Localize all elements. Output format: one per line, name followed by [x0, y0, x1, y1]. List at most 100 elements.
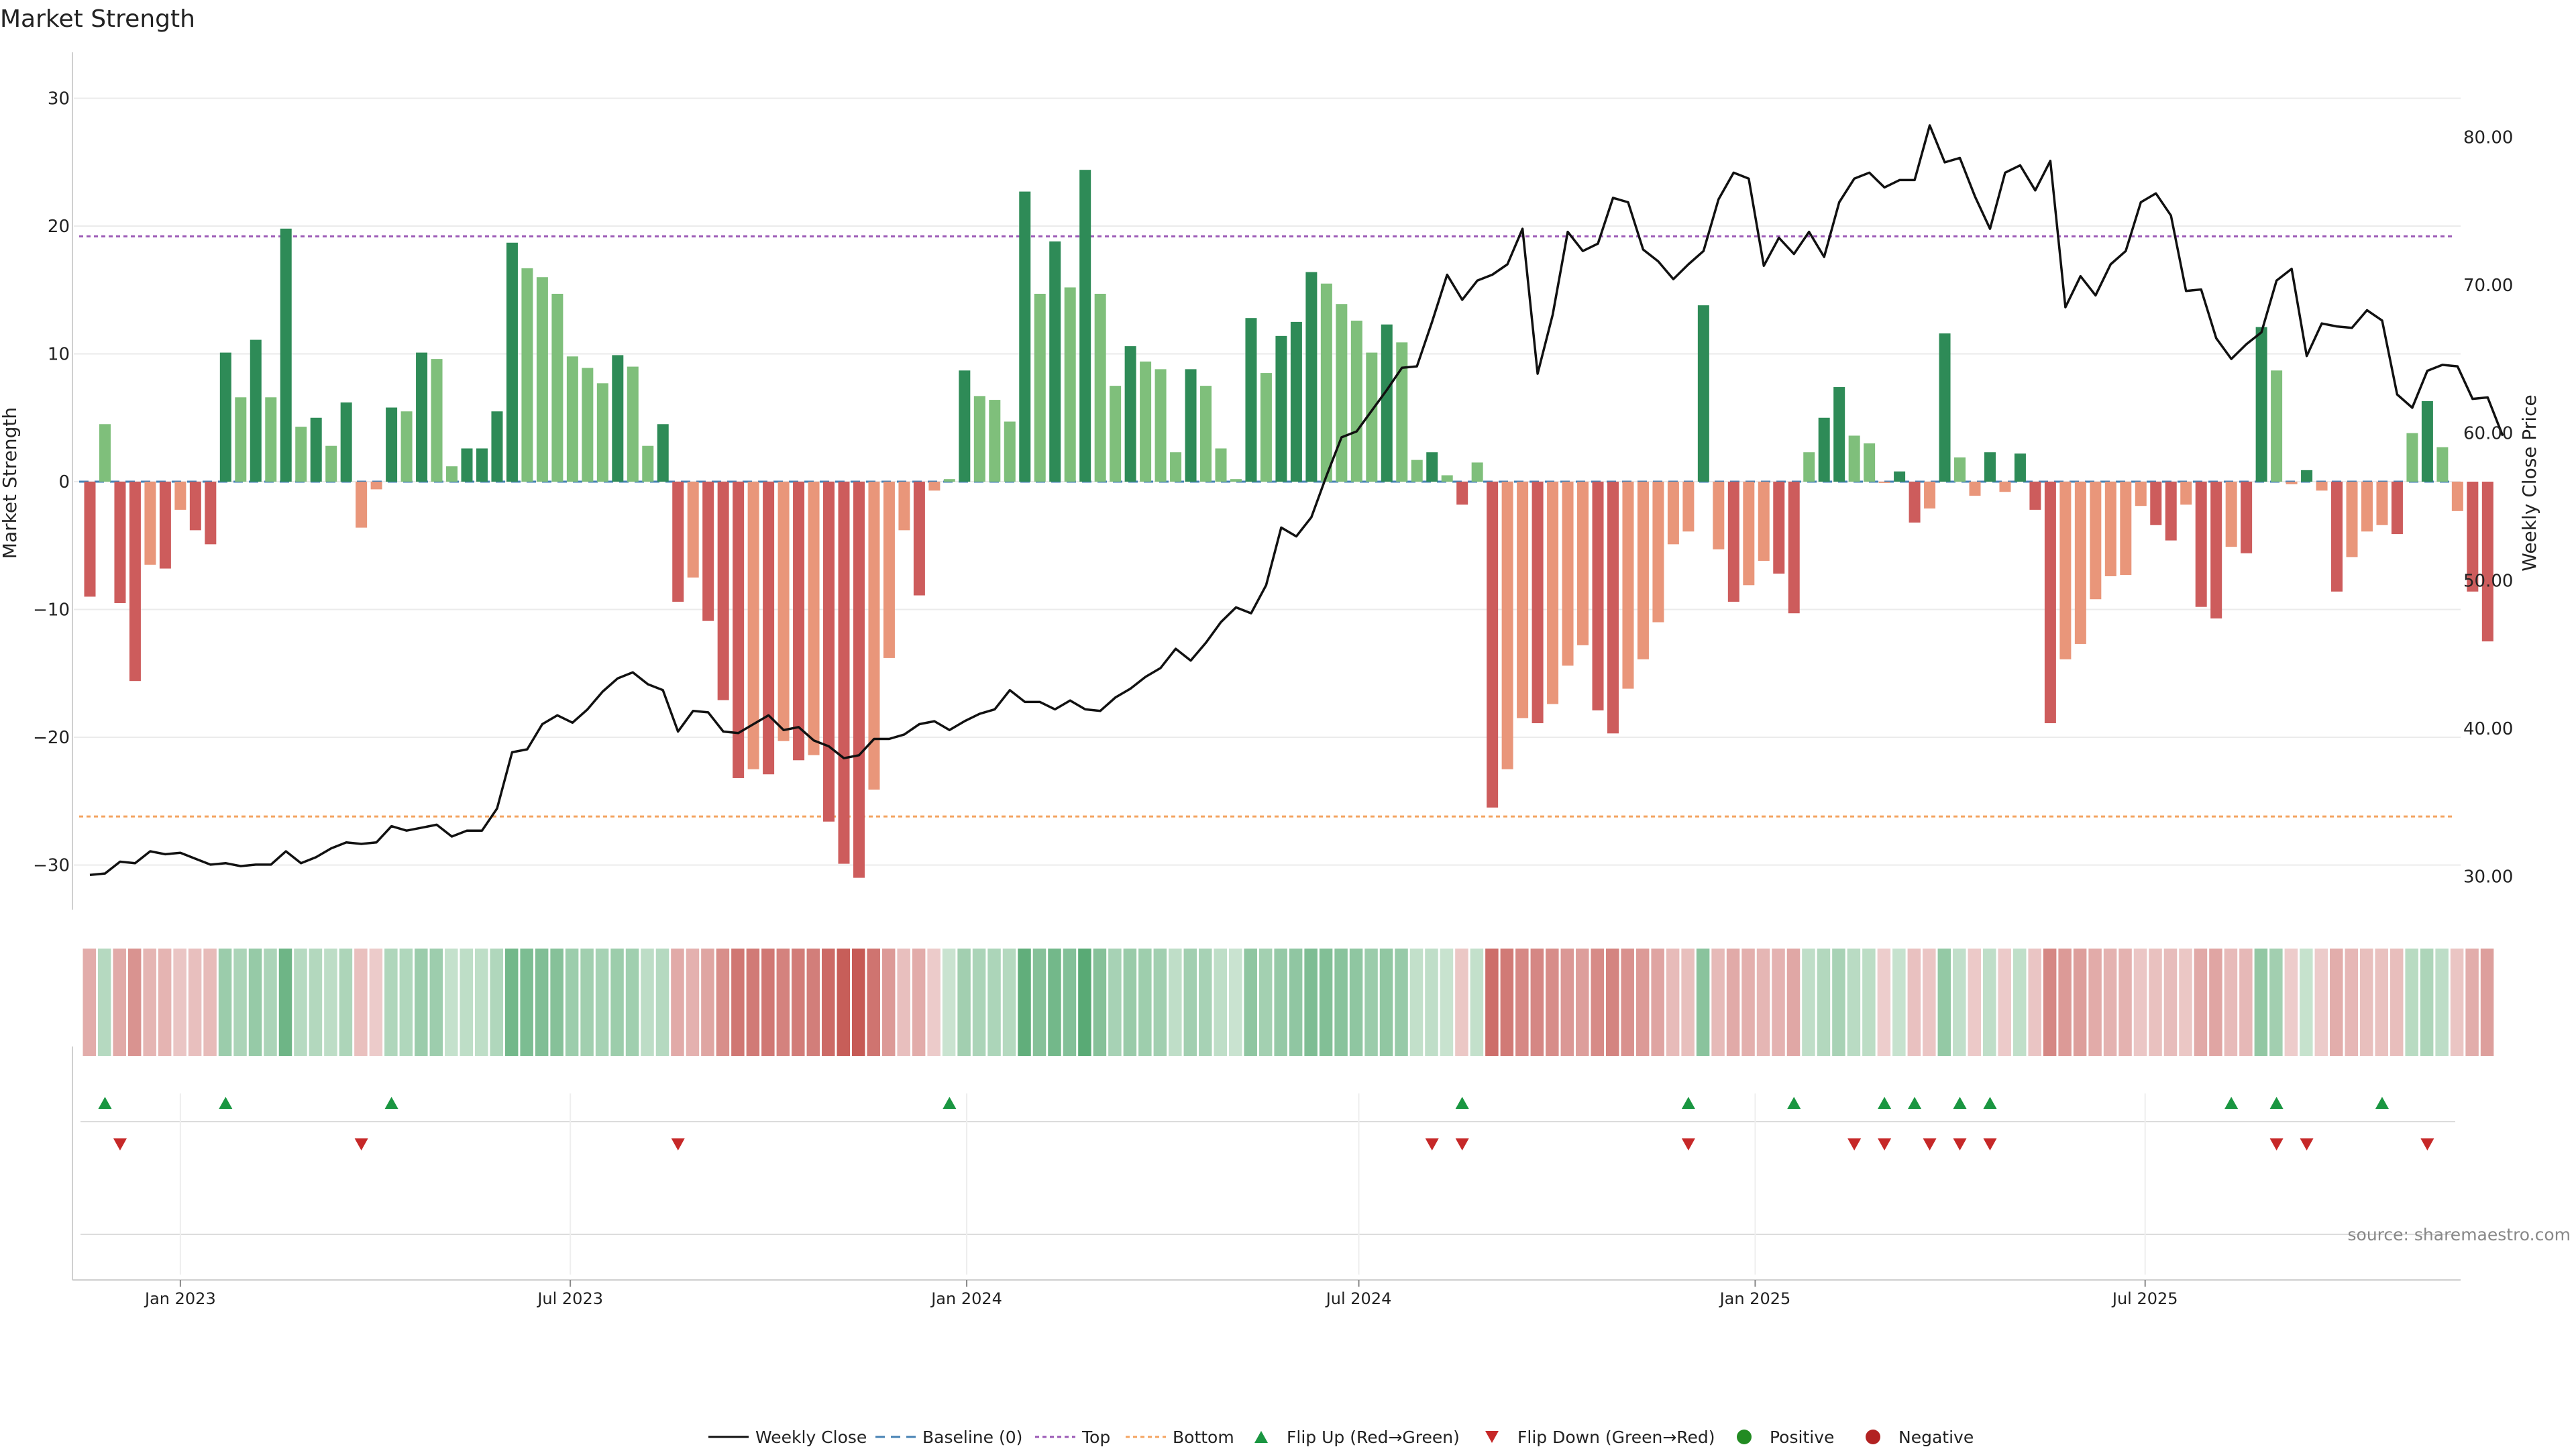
heat-strip [83, 949, 2494, 1056]
strength-bar [250, 339, 262, 482]
strength-bar [1924, 482, 1936, 509]
strength-bars [84, 170, 2493, 878]
flip-up-marker [943, 1097, 957, 1109]
y-left-tick-label: −30 [33, 856, 70, 876]
legend-label-bottom: Bottom [1173, 1428, 1234, 1447]
strength-bar [1290, 321, 1302, 482]
strength-bar [400, 411, 413, 482]
heat-cell [1651, 949, 1664, 1056]
strength-bar [1230, 479, 1242, 482]
heat-cell [716, 949, 730, 1056]
strength-bar [431, 359, 443, 482]
strength-bar [2241, 482, 2253, 553]
strength-bar [943, 479, 955, 482]
heat-cell [2133, 949, 2147, 1056]
flip-up-marker [384, 1097, 398, 1109]
flip-down-marker [2420, 1138, 2434, 1150]
heat-cell [1772, 949, 1785, 1056]
strength-bar [1260, 373, 1272, 482]
flip-down-marker [1878, 1138, 1892, 1150]
strength-bar [1637, 482, 1649, 659]
strength-bar [295, 427, 307, 482]
strength-bar [506, 242, 518, 482]
flip-down-marker [1983, 1138, 1997, 1150]
heat-cell [1937, 949, 1951, 1056]
flip-down-marker [1923, 1138, 1937, 1150]
heat-cell [625, 949, 639, 1056]
y-left-tick-label: 10 [48, 345, 70, 365]
heat-cell [912, 949, 926, 1056]
strength-bar [1366, 352, 1378, 482]
heat-cell [2058, 949, 2072, 1056]
strength-bar [1532, 482, 1544, 724]
price-line-group [89, 124, 2504, 877]
heat-cell [83, 949, 96, 1056]
strength-bar [1788, 482, 1800, 614]
heat-cell [897, 949, 910, 1056]
strength-bar [1864, 443, 1876, 482]
flip-down-marker [671, 1138, 685, 1150]
strength-bar [1124, 346, 1136, 482]
heat-cell [490, 949, 503, 1056]
heat-cell [2088, 949, 2102, 1056]
heat-cell [1228, 949, 1242, 1056]
heat-cell [2330, 949, 2343, 1056]
strength-bar [747, 482, 759, 769]
heat-cell [1289, 949, 1303, 1056]
strength-bar [808, 482, 820, 755]
y-left-label: Market Strength [0, 407, 21, 559]
flip-markers [98, 1097, 2434, 1150]
heat-cell [2118, 949, 2132, 1056]
strength-bar [1894, 471, 1906, 482]
strength-bar [566, 356, 578, 482]
strength-bar [2481, 482, 2493, 642]
flip-down-icon [1485, 1431, 1499, 1443]
strength-bar [2135, 482, 2147, 506]
strength-bar [989, 400, 1001, 482]
heat-cell [460, 949, 473, 1056]
strength-bar [2271, 370, 2283, 482]
heat-cell [2209, 949, 2222, 1056]
strength-bar [476, 448, 488, 482]
heat-cell [1440, 949, 1454, 1056]
strength-bar [1954, 457, 1966, 482]
heat-cell [324, 949, 337, 1056]
heat-cell [264, 949, 277, 1056]
strength-bar [1110, 386, 1122, 482]
legend-label-baseline: Baseline (0) [922, 1428, 1022, 1447]
strength-bar [642, 445, 654, 482]
heat-cell [1877, 949, 1891, 1056]
heat-cell [1802, 949, 1815, 1056]
strength-bar [1034, 293, 1046, 482]
y-left-tick-label: −10 [33, 600, 70, 621]
heat-cell [1847, 949, 1861, 1056]
heat-cell [1892, 949, 1906, 1056]
heat-cell [1696, 949, 1710, 1056]
heat-cell [1093, 949, 1107, 1056]
heat-cell [1726, 949, 1740, 1056]
flip-up-marker [2224, 1097, 2239, 1109]
heat-cell [188, 949, 202, 1056]
strength-bar [521, 268, 533, 482]
strength-bar [129, 482, 141, 682]
strength-bar [1577, 482, 1589, 645]
y-right-tick-label: 40.00 [2463, 719, 2513, 739]
y-right-tick-label: 80.00 [2463, 128, 2513, 148]
strength-bar [1019, 191, 1031, 482]
heat-cell [1560, 949, 1574, 1056]
heat-cell [1953, 949, 1966, 1056]
strength-bar [1396, 342, 1408, 482]
heat-cell [1108, 949, 1122, 1056]
legend-item-flip-up: Flip Up (Red→Green) [1254, 1428, 1460, 1447]
heat-cell [761, 949, 775, 1056]
heat-cell [1923, 949, 1936, 1056]
strength-bar [717, 482, 729, 700]
heat-cell [822, 949, 835, 1056]
strength-bar [2090, 482, 2102, 600]
strength-bar [1758, 482, 1770, 561]
heat-cell [1153, 949, 1167, 1056]
flip-down-marker [1425, 1138, 1439, 1150]
flip-up-marker [1983, 1097, 1997, 1109]
heat-cell [851, 949, 865, 1056]
flip-up-marker [219, 1097, 233, 1109]
